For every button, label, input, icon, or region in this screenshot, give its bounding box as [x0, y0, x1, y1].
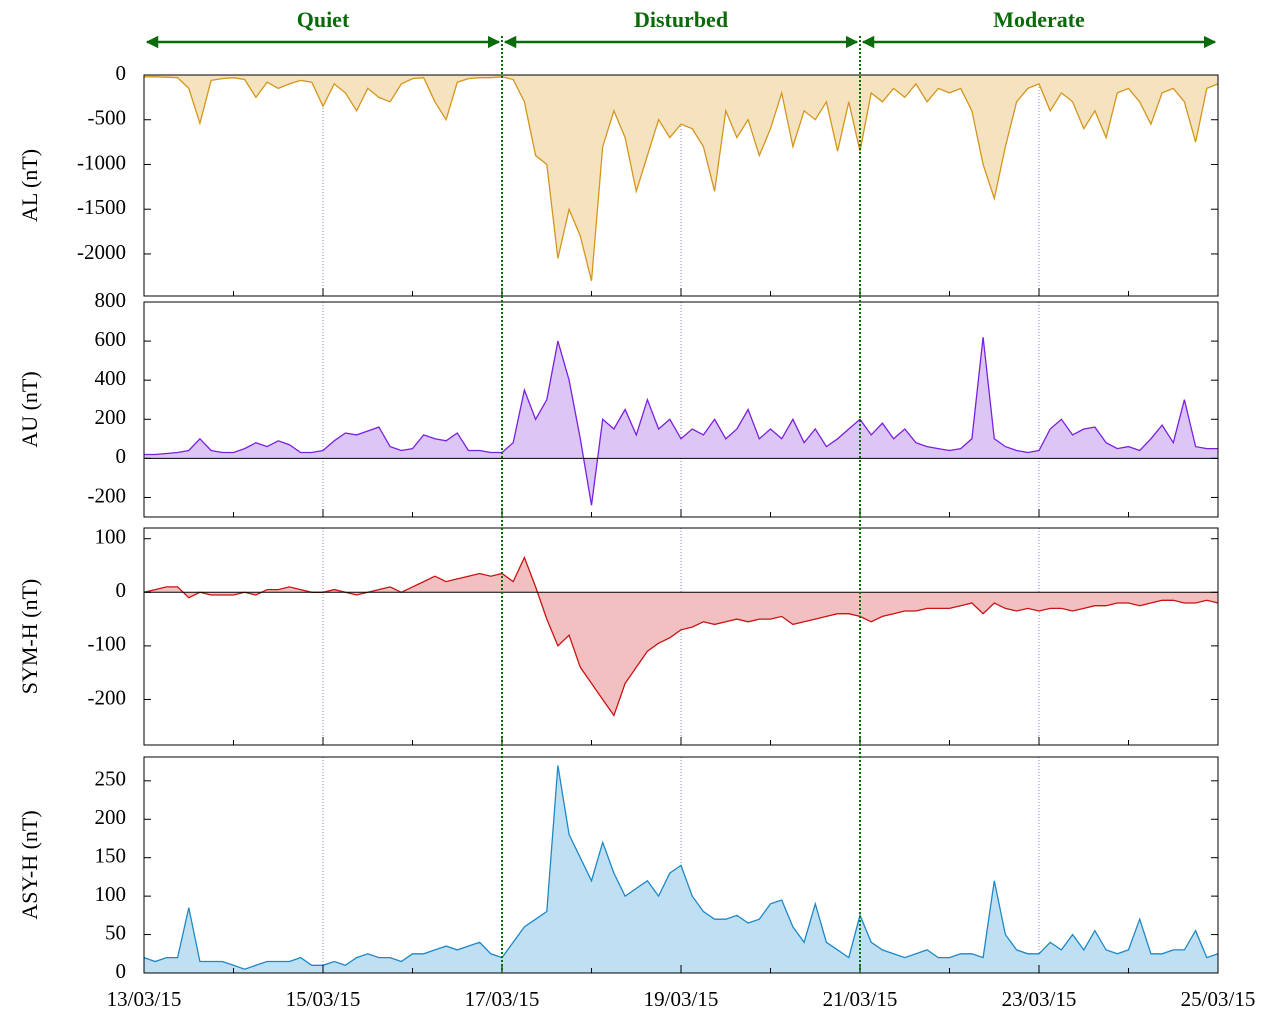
y-tick-label: -1500: [77, 195, 126, 219]
y-tick-label: -200: [88, 685, 127, 709]
y-tick-label: 250: [95, 767, 127, 791]
y-tick-label: -200: [88, 483, 127, 507]
x-tick-label: 17/03/15: [465, 987, 540, 1011]
y-tick-label: 800: [95, 288, 127, 312]
panel-frame: [143, 301, 1219, 518]
y-tick-label: -2000: [77, 240, 126, 264]
region-label: Quiet: [297, 7, 350, 32]
y-tick-label: 50: [105, 920, 126, 944]
y-tick-label: 0: [116, 444, 127, 468]
y-axis-label: ASY-H (nT): [17, 810, 42, 919]
y-tick-label: 600: [95, 327, 127, 351]
area-fill: [144, 765, 1218, 973]
y-tick-label: 400: [95, 366, 127, 390]
x-tick-label: 23/03/15: [1002, 987, 1077, 1011]
area-fill: [144, 557, 1218, 716]
area-fill: [144, 75, 1218, 281]
x-tick-label: 19/03/15: [644, 987, 719, 1011]
y-tick-label: -1000: [77, 150, 126, 174]
x-tick-label: 15/03/15: [286, 987, 361, 1011]
region-label: Disturbed: [634, 7, 728, 32]
y-axis-label: AL (nT): [17, 149, 42, 222]
data-line: [144, 76, 1219, 281]
y-axis-label: AU (nT): [17, 371, 42, 447]
y-tick-label: 150: [95, 844, 127, 868]
y-tick-label: 0: [116, 61, 127, 85]
y-tick-label: 200: [95, 805, 127, 829]
y-tick-label: 100: [95, 525, 127, 549]
data-line: [144, 337, 1218, 506]
region-label: Moderate: [993, 7, 1085, 32]
y-tick-label: 100: [95, 882, 127, 906]
y-axis-label: SYM-H (nT): [17, 579, 42, 695]
x-tick-label: 13/03/15: [107, 987, 182, 1011]
x-tick-label: 21/03/15: [823, 987, 898, 1011]
y-tick-label: 0: [116, 959, 127, 983]
y-tick-label: -500: [88, 106, 127, 130]
x-tick-label: 25/03/15: [1181, 987, 1256, 1011]
y-tick-label: 200: [95, 405, 127, 429]
y-tick-label: 0: [116, 578, 127, 602]
y-tick-label: -100: [88, 632, 127, 656]
